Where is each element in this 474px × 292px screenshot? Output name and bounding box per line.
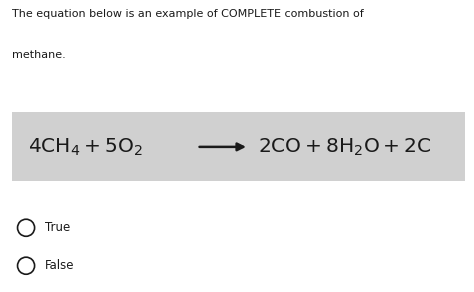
Text: True: True bbox=[45, 221, 70, 234]
Text: methane.: methane. bbox=[12, 50, 65, 60]
Text: $\mathsf{2CO + 8H_2O + 2C}$: $\mathsf{2CO + 8H_2O + 2C}$ bbox=[258, 136, 432, 157]
Text: The equation below is an example of COMPLETE combustion of: The equation below is an example of COMP… bbox=[12, 9, 364, 19]
FancyBboxPatch shape bbox=[12, 112, 465, 181]
Text: False: False bbox=[45, 259, 74, 272]
Text: $\mathsf{4CH_4 + 5O_2}$: $\mathsf{4CH_4 + 5O_2}$ bbox=[28, 136, 143, 157]
